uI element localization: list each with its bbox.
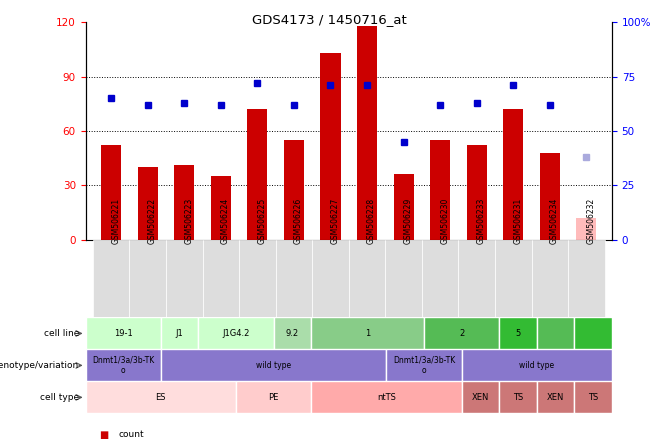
Bar bbox=[203, 240, 239, 317]
Text: GSM506223: GSM506223 bbox=[184, 198, 193, 244]
Bar bbox=[357, 26, 377, 240]
Bar bbox=[503, 109, 523, 240]
Text: GDS4173 / 1450716_at: GDS4173 / 1450716_at bbox=[251, 13, 407, 26]
Text: GSM506231: GSM506231 bbox=[513, 198, 522, 244]
Bar bbox=[349, 240, 386, 317]
Bar bbox=[386, 349, 461, 381]
Text: GSM506232: GSM506232 bbox=[586, 198, 595, 244]
Bar bbox=[576, 218, 596, 240]
Text: GSM506225: GSM506225 bbox=[257, 198, 266, 244]
Bar bbox=[130, 240, 166, 317]
Text: ntTS: ntTS bbox=[377, 393, 395, 402]
Text: Dnmt1/3a/3b-TK
o: Dnmt1/3a/3b-TK o bbox=[393, 356, 455, 375]
Bar bbox=[461, 349, 612, 381]
Bar bbox=[537, 317, 574, 349]
Text: ■: ■ bbox=[99, 430, 108, 440]
Bar bbox=[467, 146, 487, 240]
Bar bbox=[430, 140, 450, 240]
Text: GSM506228: GSM506228 bbox=[367, 198, 376, 244]
Text: TS: TS bbox=[513, 393, 523, 402]
Text: cell line: cell line bbox=[43, 329, 79, 338]
Bar bbox=[86, 381, 236, 413]
Text: cell type: cell type bbox=[40, 393, 79, 402]
Text: wild type: wild type bbox=[519, 361, 554, 370]
Bar bbox=[86, 349, 161, 381]
Text: J1: J1 bbox=[176, 329, 184, 338]
Bar bbox=[161, 317, 198, 349]
Bar bbox=[532, 240, 568, 317]
Bar bbox=[574, 381, 612, 413]
Text: GSM506227: GSM506227 bbox=[330, 198, 340, 244]
Bar bbox=[540, 153, 560, 240]
Text: J1G4.2: J1G4.2 bbox=[222, 329, 249, 338]
Bar bbox=[320, 53, 341, 240]
Text: GSM506222: GSM506222 bbox=[147, 198, 157, 244]
Bar bbox=[422, 240, 459, 317]
Bar bbox=[239, 240, 276, 317]
Bar bbox=[211, 176, 231, 240]
Text: GSM506221: GSM506221 bbox=[111, 198, 120, 244]
Bar bbox=[138, 167, 158, 240]
Bar bbox=[236, 381, 311, 413]
Text: 5: 5 bbox=[515, 329, 520, 338]
Bar bbox=[495, 240, 532, 317]
Bar bbox=[93, 240, 130, 317]
Bar bbox=[312, 240, 349, 317]
Text: ES: ES bbox=[155, 393, 166, 402]
Bar bbox=[461, 381, 499, 413]
Text: Dnmt1/3a/3b-TK
o: Dnmt1/3a/3b-TK o bbox=[92, 356, 154, 375]
Bar bbox=[499, 381, 537, 413]
Bar bbox=[499, 317, 537, 349]
Bar bbox=[198, 317, 274, 349]
Text: GSM506230: GSM506230 bbox=[440, 197, 449, 244]
Text: GSM506229: GSM506229 bbox=[403, 198, 413, 244]
Text: PE: PE bbox=[268, 393, 279, 402]
Bar bbox=[101, 146, 121, 240]
Bar bbox=[459, 240, 495, 317]
Bar bbox=[166, 240, 203, 317]
Text: XEN: XEN bbox=[547, 393, 564, 402]
Text: XEN: XEN bbox=[472, 393, 489, 402]
Bar bbox=[393, 174, 414, 240]
Bar bbox=[284, 140, 304, 240]
Text: genotype/variation: genotype/variation bbox=[0, 361, 79, 370]
Bar bbox=[537, 381, 574, 413]
Text: count: count bbox=[118, 430, 144, 440]
Bar bbox=[174, 166, 194, 240]
Bar bbox=[274, 317, 311, 349]
Bar bbox=[386, 240, 422, 317]
Text: 19-1: 19-1 bbox=[114, 329, 132, 338]
Text: GSM506233: GSM506233 bbox=[476, 197, 486, 244]
Bar bbox=[276, 240, 312, 317]
Text: GSM506224: GSM506224 bbox=[221, 198, 230, 244]
Text: TS: TS bbox=[588, 393, 598, 402]
Text: 2: 2 bbox=[459, 329, 464, 338]
Bar bbox=[161, 349, 386, 381]
Bar bbox=[311, 381, 461, 413]
Bar bbox=[574, 317, 612, 349]
Bar bbox=[424, 317, 499, 349]
Bar bbox=[247, 109, 267, 240]
Text: 9.2: 9.2 bbox=[286, 329, 299, 338]
Text: 1: 1 bbox=[365, 329, 370, 338]
Bar bbox=[86, 317, 161, 349]
Text: GSM506234: GSM506234 bbox=[550, 197, 559, 244]
Bar bbox=[311, 317, 424, 349]
Bar bbox=[568, 240, 605, 317]
Text: wild type: wild type bbox=[256, 361, 291, 370]
Text: GSM506226: GSM506226 bbox=[294, 198, 303, 244]
